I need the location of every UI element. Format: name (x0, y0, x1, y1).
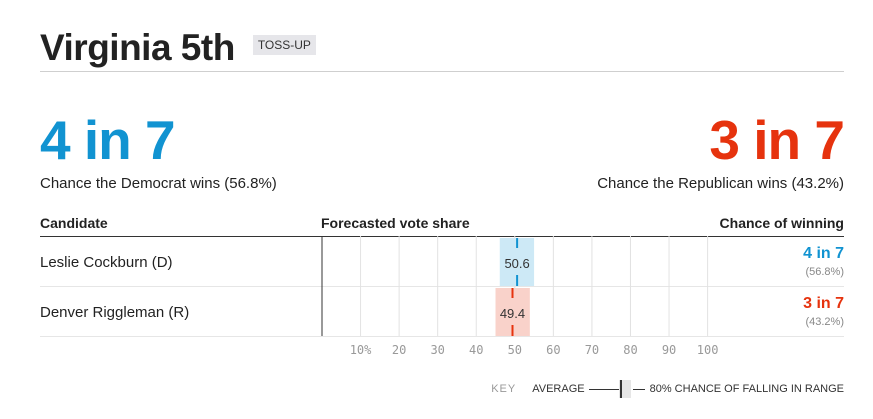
title-row: Virginia 5th TOSS-UP (40, 26, 316, 70)
forecast-column-header: Forecasted vote share (321, 215, 470, 231)
key-average-label: AVERAGE (532, 383, 585, 395)
republican-odds: 3 in 7 (709, 109, 845, 171)
key-label: KEY (491, 383, 517, 395)
tick-label: 30 (430, 343, 444, 357)
row-pct-cockburn: (56.8%) (805, 266, 844, 278)
chart-key: KEY AVERAGE 80% CHANCE OF FALLING IN RAN… (491, 380, 844, 398)
tick-label: 50 (508, 343, 522, 357)
candidate-name-riggleman: Denver Riggleman (R) (40, 304, 190, 321)
row-divider (40, 336, 844, 337)
tick-label: 60 (546, 343, 560, 357)
vote-share-label: 50.6 (504, 256, 529, 271)
tick-label: 80 (623, 343, 637, 357)
democrat-chance-text: Chance the Democrat wins (56.8%) (40, 175, 277, 192)
row-odds-cockburn: 4 in 7 (803, 245, 844, 262)
tick-label: 40 (469, 343, 483, 357)
tick-label: 100 (697, 343, 719, 357)
row-pct-riggleman: (43.2%) (805, 316, 844, 328)
candidate-column-header: Candidate (40, 215, 108, 231)
key-range-box (618, 380, 631, 398)
table-header-divider (40, 236, 844, 237)
race-forecast-panel: Virginia 5th TOSS-UP 4 in 7 3 in 7 Chanc… (40, 0, 845, 419)
key-range-label: 80% CHANCE OF FALLING IN RANGE (649, 383, 844, 395)
key-average-mark (619, 380, 622, 398)
tick-label: 90 (662, 343, 676, 357)
key-average-line (588, 388, 619, 390)
chance-column-header: Chance of winning (719, 215, 844, 231)
page-title: Virginia 5th (40, 27, 235, 68)
republican-chance-text: Chance the Republican wins (43.2%) (597, 175, 844, 192)
rating-badge: TOSS-UP (252, 35, 316, 55)
key-range-line (632, 388, 645, 390)
tick-label: 70 (585, 343, 599, 357)
title-divider (40, 71, 844, 72)
forecast-chart: 10% 20 30 40 50 60 70 80 90 100 50.6 49.4 (321, 236, 719, 357)
tick-label: 10% (350, 343, 372, 357)
vote-share-label: 49.4 (500, 306, 525, 321)
tick-label: 20 (392, 343, 406, 357)
row-odds-riggleman: 3 in 7 (803, 295, 844, 312)
candidate-name-cockburn: Leslie Cockburn (D) (40, 254, 173, 271)
row-divider (40, 286, 844, 287)
democrat-odds: 4 in 7 (40, 109, 176, 171)
